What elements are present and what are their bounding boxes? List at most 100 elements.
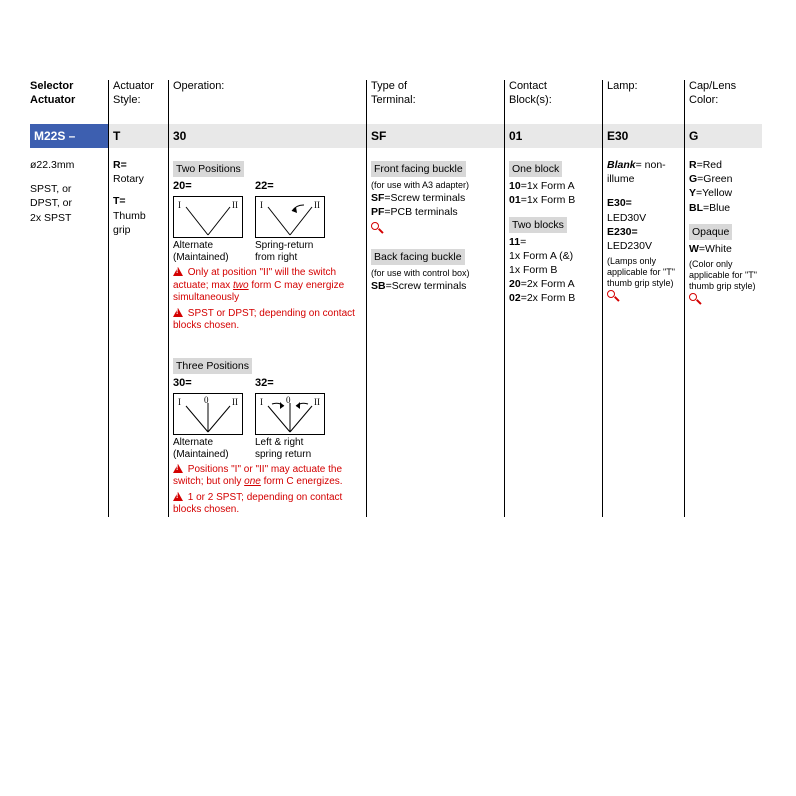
col-header: Actuator Style: [113,80,164,124]
opt-val: =2x Form A [521,278,575,290]
header-text: Actuator [30,94,75,106]
code-value: M22S – [34,129,75,143]
diameter-text: ø22.3mm [30,158,104,172]
opt-val: =Yellow [696,187,732,199]
opt-key: E230= [607,226,638,238]
code-cell: 01 [505,124,602,148]
warning-icon [173,308,183,317]
diagram-label: 30= [173,376,247,391]
col-body: Front facing buckle (for use with A3 ada… [371,148,500,293]
warning-text: Only at position "II" will the switch ac… [173,267,362,305]
header-text: Lamp: [607,80,638,92]
section-title: One block [509,161,562,177]
opt-val: =PCB terminals [384,206,457,218]
diagram-block: 20= I II Alternate (Maintained) [173,179,247,264]
opt-val: =Red [697,159,722,171]
code-cell: E30 [603,124,684,148]
code-cell: SF [367,124,504,148]
position-diagram: I II [173,196,243,238]
warning-text: SPST or DPST; depending on contact block… [173,308,362,333]
code-cell: G [685,124,762,148]
selector-table: Selector Actuator M22S – ø22.3mm SPST, o… [30,80,766,517]
code-value: G [689,129,698,143]
spst-line: DPST, or [30,196,104,210]
opt-val: Rotary [113,173,144,185]
header-text: Cap/Lens [689,80,736,92]
warning-text: Positions "I" or "II" may actuate the sw… [173,464,362,489]
code-value: T [113,129,120,143]
code-cell: M22S – [30,124,108,148]
opt-val: 1x Form B [509,264,557,276]
opt-val: =Screw terminals [384,192,465,204]
opt-key: Y [689,187,696,199]
warning-icon [173,267,183,276]
magnify-icon[interactable] [371,222,379,230]
header-text: Block(s): [509,94,552,106]
section-title: Front facing buckle [371,161,466,177]
two-position-diagrams: 20= I II Alternate (Maintained) 22= [173,179,362,264]
section-title: Back facing buckle [371,249,465,265]
magnify-icon[interactable] [689,293,697,301]
section-title: Opaque [689,224,732,240]
code-value: 30 [173,129,186,143]
opt-val: =White [699,243,732,255]
code-cell: 30 [169,124,366,148]
opt-val: LED30V [607,212,646,224]
header-text: Operation: [173,80,224,92]
code-value: 01 [509,129,522,143]
opt-key: SF [371,192,384,204]
diagram-caption: spring return [255,449,329,461]
header-text: Terminal: [371,94,416,106]
col-lamp: Lamp: E30 Blank= non-illume E30=LED30V E… [602,80,684,517]
header-text: Actuator [113,80,154,92]
spst-line: 2x SPST [30,211,104,225]
opt-key: 02 [509,292,521,304]
code-cell: T [109,124,168,148]
code-value: E30 [607,129,628,143]
opt-key: 01 [509,194,521,206]
magnify-icon[interactable] [607,290,615,298]
opt-val: = [520,236,526,248]
col-body: Two Positions 20= I II Alternate (Mainta… [173,148,362,517]
spst-line: SPST, or [30,182,104,196]
diagram-label: 32= [255,376,329,391]
diagram-label: 20= [173,179,247,194]
col-header: Type of Terminal: [371,80,500,124]
opt-val: Thumb grip [113,210,146,236]
opt-key: G [689,173,697,185]
warning-icon [173,464,183,473]
code-value: SF [371,129,386,143]
header-text: Selector [30,80,73,92]
section-title: Three Positions [173,358,252,374]
opt-key: Blank [607,159,636,171]
header-text: Style: [113,94,141,106]
warning-text: 1 or 2 SPST; depending on contact blocks… [173,492,362,517]
diagram-caption: Alternate [173,437,247,449]
opt-val: =Screw terminals [386,280,467,292]
col-body: One block 10=1x Form A 01=1x Form B Two … [509,148,598,306]
opt-key: PF [371,206,384,218]
diagram-caption: (Maintained) [173,449,247,461]
diagram-caption: (Maintained) [173,252,247,264]
diagram-caption: Spring-return [255,240,329,252]
col-body: Blank= non-illume E30=LED30V E230=LED230… [607,148,680,303]
opt-key: 11 [509,236,520,248]
position-diagram: I II [255,196,325,238]
section-subtitle: (for use with A3 adapter) [371,179,500,191]
opt-key: R [689,159,697,171]
col-body: R= Rotary T= Thumb grip [113,148,164,237]
opt-key: T= [113,195,126,207]
col-header: Lamp: [607,80,680,124]
diagram-caption: Left & right [255,437,329,449]
opt-val: =Blue [703,202,730,214]
col-selector-actuator: Selector Actuator M22S – ø22.3mm SPST, o… [30,80,108,517]
opt-key: E30= [607,197,632,209]
col-body: ø22.3mm SPST, or DPST, or 2x SPST [30,148,104,225]
color-note: (Color only applicable for "T" thumb gri… [689,259,758,291]
col-operation: Operation: 30 Two Positions 20= I II [168,80,366,517]
col-contact-blocks: Contact Block(s): 01 One block 10=1x For… [504,80,602,517]
position-diagram: I 0 II [173,393,243,435]
lamp-note: (Lamps only applicable for "T" thumb gri… [607,256,680,288]
diagram-block: 30= I 0 II Alternate (Maintained) [173,376,247,461]
section-title: Two blocks [509,217,567,233]
